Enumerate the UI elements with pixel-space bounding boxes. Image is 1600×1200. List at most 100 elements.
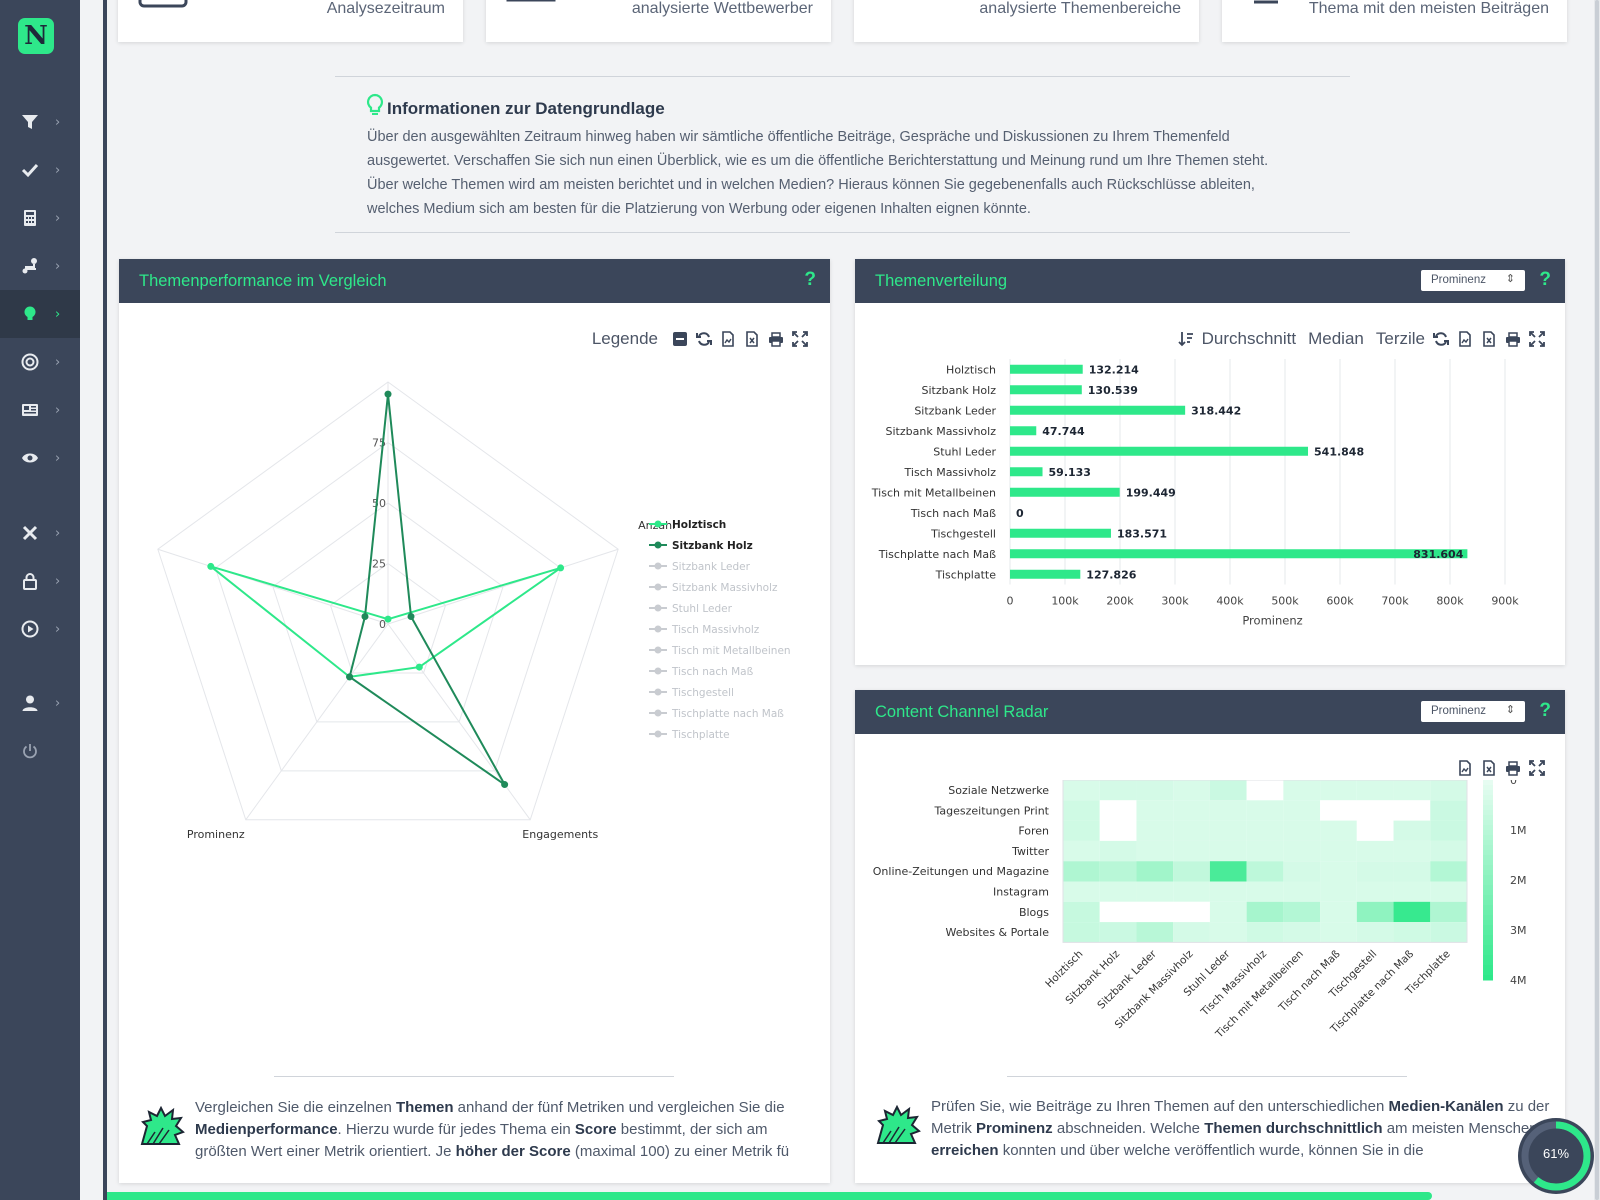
excel-file-icon[interactable] [1481,331,1497,347]
brand-logo[interactable]: N [18,18,54,54]
heatmap-cell [1393,820,1431,841]
select-arrows-icon: ⇕ [1505,704,1515,716]
footer-emphasis: Themen [395,1099,454,1116]
heatmap-cell [1246,901,1284,923]
toolbar-tertiles[interactable]: Terzile [1375,329,1425,348]
footer-emphasis: höher der Score [455,1143,571,1160]
legend-swatch-point [654,646,662,654]
colorbar-segment [1483,970,1493,976]
kpi-label: analysierte Wettbewerber [631,0,813,17]
chevron-right-icon: › [55,695,61,711]
bar [1010,528,1111,538]
print-icon[interactable] [1505,760,1521,776]
toolbar-average[interactable]: Durchschnitt [1201,329,1297,348]
colorbar-segment [1483,955,1493,961]
bar-x-tick-label: 100k [1051,595,1079,608]
help-icon[interactable]: ? [1539,700,1551,721]
print-icon[interactable] [1505,331,1521,347]
bar-x-tick-label: 700k [1381,595,1409,608]
footer-text: Vergleichen Sie die einzelnen [195,1099,396,1116]
colorbar-segment [1483,930,1493,936]
toolbar-median[interactable]: Median [1308,329,1364,348]
sidebar-item-route[interactable]: › [0,242,80,290]
excel-file-icon[interactable] [744,331,760,347]
image-file-icon[interactable] [720,331,736,347]
sidebar-item-ideas[interactable]: › [0,290,80,338]
heatmap-cell [1063,901,1100,923]
chevron-right-icon: › [55,525,61,541]
sidebar-item-monitoring[interactable]: › [0,434,80,482]
legend-item: Tisch nach Maß [671,666,754,678]
heatmap-cell [1099,840,1137,862]
bar-category-label: Tischplatte nach Maß [878,548,996,561]
heatmap-cell [1430,820,1467,841]
kpi-card-period: 16 Analysezeitraum [118,0,463,42]
expand-icon[interactable] [792,331,808,347]
excel-file-icon[interactable] [1481,760,1497,776]
chevron-right-icon: › [55,573,61,589]
sidebar-item-news[interactable]: › [0,386,80,434]
sidebar-item-filter[interactable]: › [0,98,80,146]
bar-value-label: 47.744 [1042,425,1085,438]
sidebar-item-calculator[interactable]: › [0,194,80,242]
bar [1010,569,1081,579]
colorbar-segment [1483,910,1493,916]
sidebar-item-target[interactable]: › [0,338,80,386]
sidebar-item-check[interactable]: › [0,146,80,194]
heatmap-cell [1063,780,1100,801]
heatmap-cell [1136,840,1174,862]
hedgehog-icon [140,1106,185,1145]
colorbar-segment [1483,830,1493,836]
calculator-icon [24,210,36,226]
bar-value-label: 318.442 [1191,404,1241,417]
expand-icon[interactable] [1529,760,1545,776]
heatmap-cell [1173,922,1210,943]
heatmap-cell [1356,840,1394,862]
minus-square-icon[interactable] [672,331,688,347]
print-icon[interactable] [768,331,784,347]
heatmap-cell [1320,922,1357,943]
heatmap-cell [1099,922,1137,943]
help-icon[interactable]: ? [1539,269,1551,290]
tag-icon [874,0,924,14]
radar-axis-label: Prominenz [187,828,245,841]
image-file-icon[interactable] [1457,331,1473,347]
scrollbar[interactable] [1594,0,1600,1200]
legend-item: Tischgestell [671,687,734,699]
image-file-icon[interactable] [1457,760,1473,776]
heatmap-cell [1173,780,1210,801]
metric-select[interactable]: ⇕ Prominenz [1421,270,1525,291]
help-icon[interactable]: ? [804,269,816,290]
chevron-right-icon: › [55,450,61,466]
sort-icon[interactable] [1177,331,1194,347]
lightbulb-icon [24,306,36,320]
refresh-icon[interactable] [1433,331,1449,347]
sidebar-item-logout[interactable] [0,727,80,775]
heatmap-cell [1393,922,1431,943]
colorbar-segment [1483,835,1493,841]
bar [1010,446,1309,456]
refresh-icon[interactable] [696,331,712,347]
bar [1010,487,1120,497]
metric-select[interactable]: ⇕ Prominenz [1421,701,1525,722]
heatmap-row-label: Soziale Netzwerke [948,784,1049,797]
sidebar-item-profile[interactable]: › [0,679,80,727]
bar-value-label: 127.826 [1086,568,1136,581]
colorbar-segment [1483,810,1493,816]
heatmap-cell [1136,780,1174,801]
legend-item: Tisch mit Metallbeinen [671,645,791,657]
expand-icon[interactable] [1529,331,1545,347]
sidebar-item-tools[interactable]: › [0,509,80,557]
bar-x-tick-label: 500k [1271,595,1299,608]
heatmap-cell [1136,922,1174,943]
power-icon [23,744,37,759]
kpi-label: analysierte Themenbereiche [979,0,1181,17]
legend-toggle[interactable]: Legende [591,329,658,348]
sidebar-item-security[interactable]: › [0,557,80,605]
sidebar-item-media[interactable]: › [0,605,80,653]
tools-icon [22,525,38,541]
bar-x-tick-label: 200k [1106,595,1134,608]
radar-grid-ring [214,441,562,772]
colorbar-segment [1483,915,1493,921]
heatmap-cell [1356,780,1394,801]
